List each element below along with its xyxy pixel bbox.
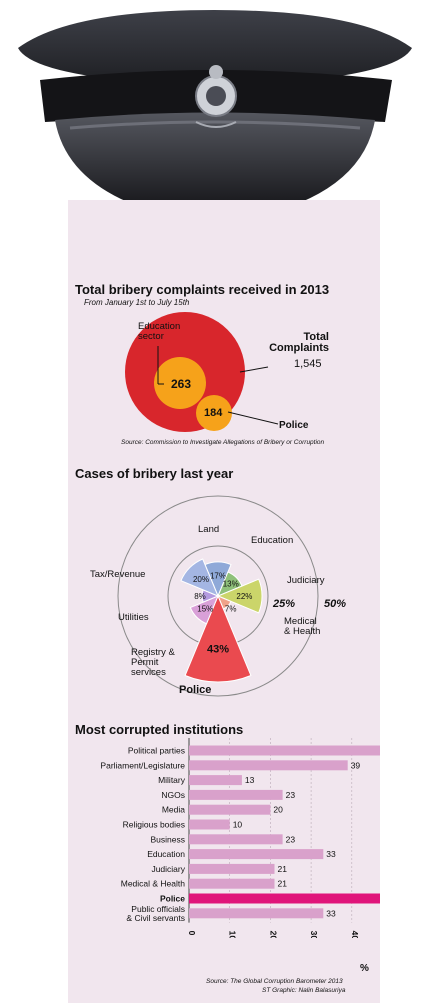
section1-title: Total bribery complaints received in 201…: [75, 282, 330, 297]
x-tick-label: 40: [350, 931, 360, 938]
chart-title: Most corrupted institutions: [75, 722, 244, 737]
bar-political-parties: [189, 745, 380, 756]
bar-value-military: 13: [245, 775, 255, 785]
police-cap-illustration: [18, 10, 412, 245]
label-judiciary: Judiciary: [287, 575, 325, 586]
x-tick-label: 10: [228, 931, 238, 938]
police-circle: [196, 395, 232, 431]
label-registry-2: Permit: [131, 657, 159, 668]
bar-judiciary: [189, 863, 275, 874]
section1-subtitle: From January 1st to July 15th: [84, 298, 190, 307]
rose-value-utilities: 8%: [194, 592, 206, 601]
bar-media: [189, 804, 271, 815]
label-registry-3: services: [131, 667, 166, 678]
rose-slice-judiciary: [216, 578, 263, 614]
bar-category-political-parties: Political parties: [128, 746, 185, 756]
bar-business: [189, 834, 283, 845]
rose-slice-registry-permit-services: [189, 595, 219, 625]
label-land: Land: [198, 524, 220, 535]
chart-credit: ST Graphic: Nalin Balasuriya: [262, 987, 346, 994]
bar-category-public-officials-civil-servants: Public officials: [131, 904, 185, 914]
bar-public-officials-civil-servants: [189, 908, 324, 919]
police-label: Police: [279, 420, 309, 431]
total-complaints-label: Total Complaints: [269, 331, 329, 354]
label-medical-1: Medical: [284, 616, 317, 627]
police-value: 184: [204, 407, 223, 419]
bar-category-religious-bodies: Religious bodies: [123, 820, 185, 830]
bribery-rose-chart: 17%13% 22% 7% 43% 15% 8% 20%: [117, 495, 319, 697]
x-axis-unit: %: [360, 963, 369, 974]
bar-category-parliament-legislature: Parliament/Legislature: [100, 760, 185, 770]
bar-value-medical-health: 21: [278, 879, 288, 889]
bar-police: [189, 893, 380, 904]
total-complaints-value: 1,545: [294, 358, 322, 370]
bar-education: [189, 849, 324, 860]
rose-value-education: 13%: [223, 579, 239, 588]
bar-value-religious-bodies: 10: [233, 820, 243, 830]
institutions-bar-chart: 010203040506070 51Political parties39Par…: [100, 738, 380, 938]
label-registry-1: Registry &: [131, 647, 175, 658]
bar-value-media: 20: [273, 805, 283, 815]
education-label: Education sector: [138, 321, 181, 342]
bar-value-judiciary: 21: [278, 864, 288, 874]
x-tick-label: 30: [309, 931, 319, 938]
rose-slice-police: [184, 594, 252, 683]
education-circle: [154, 357, 206, 409]
bar-category-judiciary: Judiciary: [151, 864, 185, 874]
x-tick-label: 20: [268, 931, 278, 938]
ring-label-50: 50%: [324, 598, 347, 610]
bar-category-ngos: NGOs: [161, 790, 185, 800]
rose-value-registry-permit-services: 15%: [197, 605, 213, 614]
label-utilities: Utilities: [118, 612, 149, 623]
rose-value-judiciary: 22%: [236, 592, 252, 601]
rose-value-medical-health: 7%: [225, 605, 237, 614]
label-medical-2: & Health: [284, 626, 321, 637]
complaints-bubbles: [125, 312, 279, 432]
section1-source: Source: Commission to Investigate Allega…: [121, 439, 325, 446]
label-police: Police: [179, 684, 212, 696]
bar-category-police: Police: [160, 894, 185, 904]
rose-value-tax-revenue: 20%: [193, 575, 209, 584]
bar-category-public-officials-civil-servants: & Civil servants: [126, 913, 185, 923]
bar-value-business: 23: [286, 834, 296, 844]
bar-value-ngos: 23: [286, 790, 296, 800]
bar-category-medical-health: Medical & Health: [121, 879, 186, 889]
bar-medical-health: [189, 878, 275, 889]
bar-military: [189, 775, 242, 786]
bar-category-military: Military: [158, 775, 186, 785]
rose-value-land: 17%: [210, 572, 226, 581]
section2-title: Cases of bribery last year: [75, 466, 234, 481]
ring-label-25: 25%: [273, 598, 296, 610]
bar-religious-bodies: [189, 819, 230, 830]
bar-category-education: Education: [147, 849, 185, 859]
bar-category-business: Business: [151, 834, 186, 844]
bar-ngos: [189, 789, 283, 800]
label-tax-revenue: Tax/Revenue: [90, 569, 146, 580]
rose-value-police: 43%: [207, 643, 229, 655]
bar-parliament-legislature: [189, 760, 348, 771]
bar-value-parliament-legislature: 39: [351, 760, 361, 770]
x-tick-label: 0: [187, 931, 197, 936]
bar-category-media: Media: [162, 805, 185, 815]
rose-slice-tax-revenue: [180, 558, 219, 597]
label-education: Education: [251, 535, 294, 546]
bar-value-education: 33: [326, 849, 336, 859]
chart-source: Source: The Global Corruption Barometer …: [206, 978, 343, 985]
education-value: 263: [171, 377, 192, 391]
bar-value-public-officials-civil-servants: 33: [326, 908, 336, 918]
